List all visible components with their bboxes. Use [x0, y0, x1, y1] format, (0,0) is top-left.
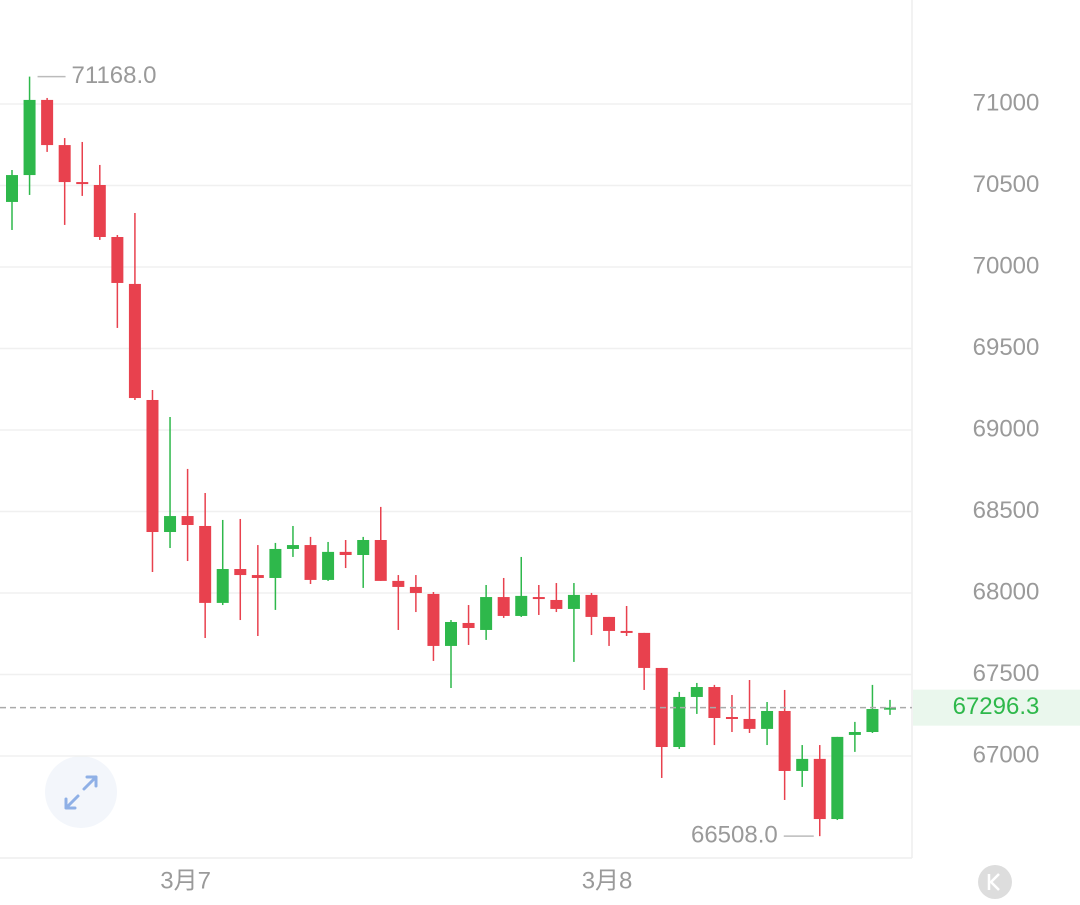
expand-bg[interactable]	[45, 756, 117, 828]
candle-body	[23, 99, 36, 176]
candle-body	[462, 622, 475, 629]
candle-body	[93, 184, 106, 237]
candle-body	[339, 551, 352, 555]
candle-body	[532, 597, 545, 600]
candle-body	[778, 710, 791, 771]
reset-icon[interactable]	[987, 873, 1000, 891]
candle-body	[831, 736, 844, 820]
candle-body	[848, 732, 861, 735]
candle-body	[690, 687, 703, 697]
reset-bg[interactable]	[978, 865, 1012, 899]
last-price-box	[913, 689, 1080, 726]
candle-body	[427, 593, 440, 646]
y-tick-label: 69500	[973, 334, 1040, 361]
expand-button[interactable]	[45, 756, 117, 828]
candle-body	[796, 758, 809, 771]
candle-body	[585, 594, 598, 617]
y-tick-label: 71000	[973, 89, 1040, 116]
candle-body	[128, 283, 141, 399]
y-tick-label: 68500	[973, 497, 1040, 524]
candle-body	[480, 597, 493, 630]
y-tick-label: 69000	[973, 415, 1040, 442]
candle-body	[813, 758, 826, 820]
candle-body	[638, 632, 651, 668]
candle-body	[322, 551, 335, 580]
reset-button[interactable]	[978, 865, 1012, 899]
candle-body	[6, 175, 18, 202]
candle-body	[269, 548, 282, 578]
x-tick-label: 3月7	[160, 867, 211, 894]
candle-body	[743, 718, 756, 729]
y-tick-label: 67500	[973, 660, 1040, 687]
candle-body	[708, 687, 721, 718]
candle-body	[374, 539, 387, 581]
candle-body	[111, 236, 124, 283]
expand-icon[interactable]	[64, 775, 98, 810]
candle-body	[234, 569, 247, 576]
candle-body	[550, 599, 563, 609]
candle-body	[199, 525, 212, 603]
candle-body	[725, 717, 738, 720]
candle-body	[497, 597, 510, 616]
candle-body	[181, 516, 194, 526]
candle-body	[620, 630, 633, 633]
y-tick-label: 70500	[973, 171, 1040, 198]
candle-body	[567, 594, 580, 609]
high-label: 71168.0	[72, 62, 157, 89]
candle-body	[286, 545, 299, 549]
candle-body	[761, 710, 774, 729]
low-label: 66508.0	[691, 822, 778, 849]
candle-body	[164, 516, 177, 533]
candle-body	[357, 539, 370, 555]
candle-body	[146, 399, 159, 533]
y-tick-label: 67000	[973, 741, 1040, 768]
candle-body	[41, 99, 54, 146]
candle-body	[216, 569, 229, 603]
candle-body	[603, 616, 616, 631]
y-tick-label: 70000	[973, 252, 1040, 279]
candle-body	[58, 145, 71, 183]
candle-body	[673, 696, 686, 748]
y-tick-label: 68000	[973, 578, 1040, 605]
candle-body	[409, 586, 422, 593]
candle-body	[76, 182, 89, 185]
last-price-label: 67296.3	[953, 693, 1040, 720]
candle-body	[515, 595, 528, 616]
candle-body	[445, 621, 457, 646]
candle-body	[251, 575, 264, 578]
candle-body	[866, 709, 879, 733]
candle-body	[884, 707, 896, 710]
candle-body	[304, 545, 317, 580]
x-tick-label: 3月8	[582, 867, 633, 894]
candle-body	[392, 580, 405, 587]
